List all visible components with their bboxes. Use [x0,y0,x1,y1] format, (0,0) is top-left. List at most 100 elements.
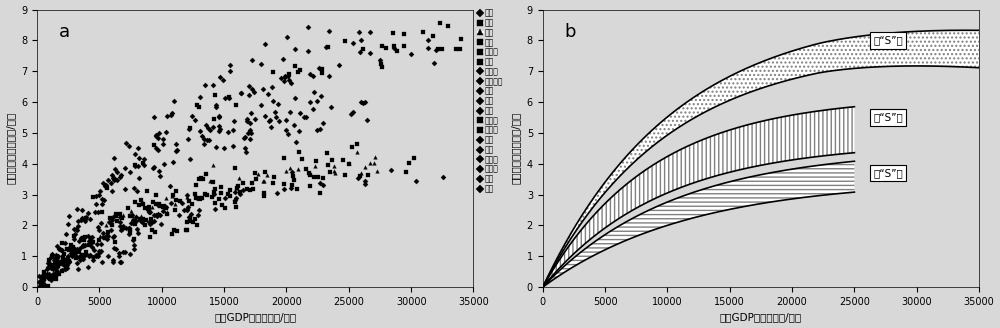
Point [66,234,82,239]
Point [141,204,157,209]
Point [383,168,399,173]
Point [192,128,208,133]
Point [145,199,161,204]
Point [126,242,142,247]
Point [257,169,273,174]
Point [197,82,213,87]
Point [195,176,211,181]
Text: b: b [564,23,576,41]
Point [385,31,401,36]
Point [206,192,222,197]
Point [245,187,261,192]
Point [152,203,168,208]
Point [133,214,149,219]
Point [341,161,357,166]
Point [142,221,158,227]
Point [366,160,382,166]
Point [49,269,65,274]
Point [121,225,137,231]
Point [126,185,142,191]
Point [82,216,98,221]
Point [59,262,75,267]
Point [239,117,255,122]
Point [53,248,69,253]
Point [353,171,369,176]
Point [314,67,330,72]
Point [311,66,327,71]
Point [220,129,236,134]
Point [198,171,214,176]
Point [117,187,133,192]
Point [286,122,302,127]
Point [425,33,441,38]
Point [285,174,301,179]
Point [44,253,60,258]
Point [165,192,181,197]
Point [108,213,124,218]
Point [131,202,147,207]
Point [102,215,118,221]
Point [65,244,81,250]
Point [275,56,291,61]
Point [108,246,124,251]
Point [128,214,144,219]
Point [189,195,205,200]
Point [44,251,60,256]
Point [97,235,113,240]
Point [34,279,50,284]
Point [39,274,55,279]
Point [61,214,77,219]
Point [56,251,72,256]
Point [205,82,221,88]
Point [166,227,182,233]
Legend: 英国, 法国, 德国, 日本, 意大利, 美国, 加拿大, 澳大利亚, 韩国, 台湾, 巴西, 葡萄牙, 西班牙, 瑞典, 瑞士, 比利时, 土耳其, 希腊, : 英国, 法国, 德国, 日本, 意大利, 美国, 加拿大, 澳大利亚, 韩国, … [477,8,504,194]
Point [106,245,122,250]
Point [123,220,139,225]
Point [268,114,284,120]
Point [244,57,260,62]
Point [181,127,197,132]
Point [113,259,129,264]
Point [247,171,263,176]
Point [298,166,314,172]
Text: 中“S”型: 中“S”型 [873,113,903,123]
Point [187,117,203,122]
Point [82,253,98,258]
Point [243,111,259,116]
Point [47,256,63,261]
Point [100,229,116,235]
Point [231,175,247,180]
Point [167,201,183,206]
Point [309,128,325,133]
Point [65,246,81,252]
Point [50,253,66,258]
Point [156,203,172,208]
Point [143,216,159,221]
Point [306,174,322,179]
Point [41,273,57,278]
Point [237,146,253,151]
Point [152,213,168,218]
Point [362,161,378,166]
Point [197,191,213,196]
Point [39,272,55,277]
Point [55,256,71,262]
Point [42,262,58,267]
Point [276,181,292,187]
Point [70,267,86,272]
Point [171,212,187,217]
Point [72,257,88,262]
Point [57,267,73,272]
Point [106,177,122,182]
Point [221,95,237,101]
Point [94,259,110,264]
Point [48,265,64,271]
Point [312,191,328,196]
Point [182,215,198,221]
Point [118,225,134,230]
Point [64,250,80,256]
Point [448,46,464,51]
Point [77,242,93,247]
Point [32,278,48,284]
Point [278,128,294,133]
